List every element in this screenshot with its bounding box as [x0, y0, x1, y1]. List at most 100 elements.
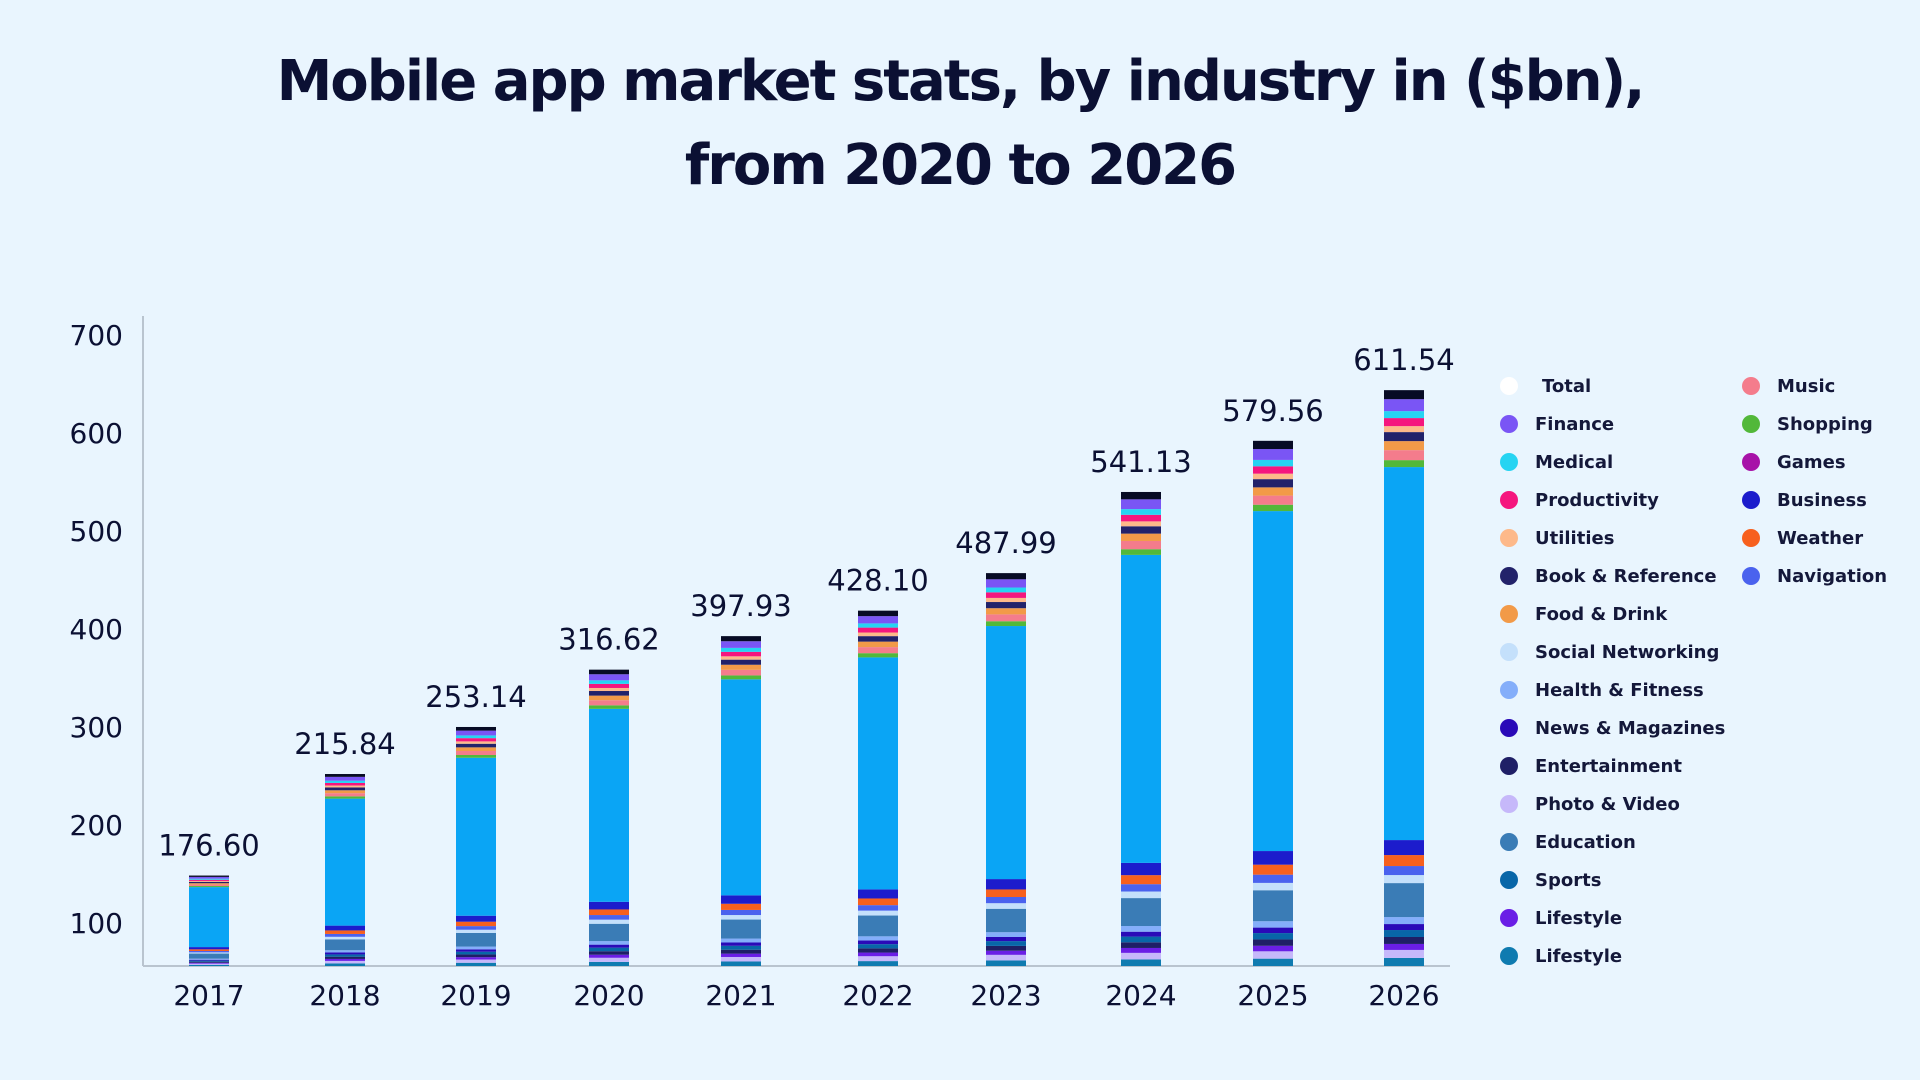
- total-data-label: 487.99: [955, 526, 1056, 560]
- legend-dot-icon: [1500, 795, 1518, 813]
- bar-segment-lifestyle-2021: [721, 953, 761, 957]
- x-tick-label: 2025: [1237, 979, 1308, 1012]
- bar-segment-social-networking-2023: [986, 903, 1026, 909]
- bar-segment-lifestyle-2020: [589, 961, 629, 966]
- y-tick-label: 400: [70, 613, 123, 646]
- legend-item: Sports: [1500, 861, 1601, 899]
- legend-dot-icon: [1500, 529, 1518, 547]
- bar-segment-utilities-2022: [858, 632, 898, 637]
- total-data-label: 611.54: [1353, 343, 1454, 377]
- bar-segment-medical-2022: [858, 623, 898, 628]
- bar-segment-health-fitness-2017: [189, 958, 229, 960]
- bar-segment-health-fitness-2019: [456, 946, 496, 950]
- y-tick-label: 100: [70, 907, 123, 940]
- bar-segment-navigation-2022: [858, 905, 898, 911]
- legend-label: Navigation: [1777, 565, 1888, 587]
- bar-segment-sports-2021: [721, 945, 761, 950]
- bar-segment-lifestyle-2025: [1253, 958, 1293, 966]
- x-tick-label: 2021: [705, 979, 776, 1012]
- legend-item: Lifestyle: [1500, 937, 1622, 975]
- bar-segment-utilities-2019: [456, 741, 496, 744]
- bar-segment-navigation-2020: [589, 915, 629, 920]
- legend-dot-icon: [1500, 377, 1518, 395]
- bar-segment-business-2024: [1121, 862, 1161, 876]
- bar-segment-finance-2026: [1384, 399, 1424, 412]
- bar-segment-navigation-2018: [325, 933, 365, 937]
- bar-segment-games-2024: [1121, 554, 1161, 863]
- bar-segment-business-2018: [325, 925, 365, 931]
- legend-dot-icon: [1742, 529, 1760, 547]
- legend-label: Music: [1777, 375, 1836, 397]
- bar-segment-health-fitness-2021: [721, 938, 761, 943]
- bar-segment-music-2024: [1121, 540, 1161, 550]
- bar-segment-productivity-2018: [325, 782, 365, 786]
- bar-segment-news-magazines-2018: [325, 952, 365, 955]
- legend-dot-icon: [1500, 453, 1518, 471]
- bar-segment-utilities-2024: [1121, 521, 1161, 527]
- bar-segment-education-2018: [325, 939, 365, 951]
- legend-item: News & Magazines: [1500, 709, 1725, 747]
- bar-segment-weather-2023: [986, 889, 1026, 898]
- bar-segment-music-2018: [325, 793, 365, 797]
- bar-segment-photo-video-2021: [721, 956, 761, 962]
- legend-item: Food & Drink: [1500, 595, 1667, 633]
- bar-segment-food-drink-2024: [1121, 533, 1161, 541]
- bar-segment-games-2020: [589, 708, 629, 902]
- y-tick-label: 200: [70, 809, 123, 842]
- bar-segment-sports-2026: [1384, 930, 1424, 937]
- bar-segment-lifestyle-2024: [1121, 947, 1161, 953]
- bar-segment-business-2023: [986, 879, 1026, 890]
- bar-segment-games-2022: [858, 657, 898, 890]
- bar-segment-social-networking-2024: [1121, 891, 1161, 899]
- bar-segment-sports-2023: [986, 941, 1026, 946]
- bar-segment-entertainment-2019: [456, 954, 496, 958]
- bar-segment-health-fitness-2024: [1121, 926, 1161, 932]
- bar-segment-total-2023: [986, 573, 1026, 580]
- total-data-label: 579.56: [1222, 394, 1323, 428]
- bar-segment-utilities-2025: [1253, 473, 1293, 480]
- legend-label: News & Magazines: [1535, 717, 1726, 739]
- bar-segment-lifestyle-2023: [986, 960, 1026, 966]
- bar-segment-news-magazines-2024: [1121, 931, 1161, 937]
- bar-segment-shopping-2019: [456, 755, 496, 758]
- bar-segment-lifestyle-2021: [721, 961, 761, 966]
- legend-label: Lifestyle: [1535, 945, 1623, 967]
- legend-dot-icon: [1500, 491, 1518, 509]
- x-tick-label: 2019: [440, 979, 511, 1012]
- legend-label: Book & Reference: [1535, 565, 1717, 587]
- bar-segment-games-2018: [325, 798, 365, 926]
- bar-segment-navigation-2023: [986, 897, 1026, 904]
- legend-item: Total: [1500, 367, 1591, 405]
- bar-segment-photo-video-2026: [1384, 949, 1424, 958]
- bar-segment-shopping-2025: [1253, 504, 1293, 512]
- bar-segment-sports-2024: [1121, 936, 1161, 943]
- bar-segment-finance-2019: [456, 730, 496, 736]
- legend-label: Games: [1777, 451, 1846, 473]
- bar-segment-navigation-2026: [1384, 866, 1424, 876]
- legend-item: Navigation: [1742, 557, 1887, 595]
- bar-segment-sports-2017: [189, 960, 229, 962]
- bar-segment-education-2019: [456, 932, 496, 947]
- bar-segment-sports-2025: [1253, 933, 1293, 940]
- bar-segment-food-drink-2023: [986, 608, 1026, 615]
- bar-segment-food-drink-2021: [721, 664, 761, 670]
- bar-segment-weather-2022: [858, 898, 898, 906]
- legend-dot-icon: [1500, 757, 1518, 775]
- bar-segment-health-fitness-2026: [1384, 917, 1424, 925]
- bar-segment-health-fitness-2020: [589, 941, 629, 945]
- bar-segment-total-2022: [858, 610, 898, 617]
- bar-segment-weather-2019: [456, 921, 496, 927]
- bar-segment-lifestyle-2020: [589, 954, 629, 958]
- legend-label: Education: [1535, 831, 1636, 853]
- bar-segment-medical-2025: [1253, 459, 1293, 467]
- bar-segment-utilities-2017: [189, 880, 229, 882]
- x-tick-label: 2018: [309, 979, 380, 1012]
- bar-segment-news-magazines-2026: [1384, 924, 1424, 931]
- bar-segment-food-drink-2022: [858, 641, 898, 648]
- bar-segment-social-networking-2022: [858, 910, 898, 916]
- bar-segment-total-2025: [1253, 440, 1293, 450]
- bar-segment-lifestyle-2019: [456, 962, 496, 966]
- bar-segment-book-reference-2024: [1121, 526, 1161, 534]
- bar-segment-music-2019: [456, 750, 496, 756]
- bar-segment-food-drink-2025: [1253, 487, 1293, 496]
